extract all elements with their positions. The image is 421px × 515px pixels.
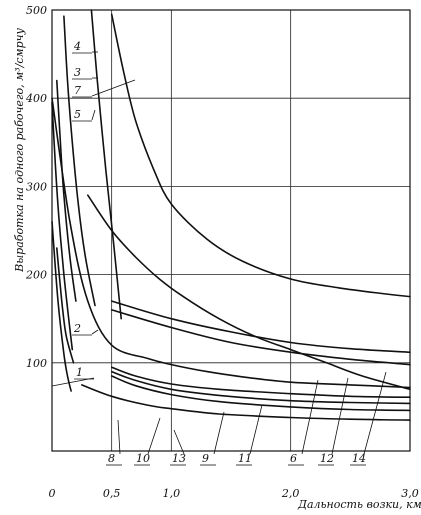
y-tick-label: 400	[25, 92, 47, 105]
series-curve-8	[110, 366, 411, 398]
y-axis-title: Выработка на одного рабочего, м³/смрчу	[13, 28, 26, 273]
series-curve-12	[87, 194, 411, 391]
axis-ticks: 0 0,5 1,0 2,0 3,0 100 200 300 400 500	[25, 4, 419, 500]
curve-label-10: 10	[136, 452, 150, 465]
leader-line	[213, 411, 225, 455]
x-tick-label: 0,5	[103, 487, 121, 500]
series-curve-9	[110, 375, 411, 412]
y-tick-label: 500	[26, 4, 47, 17]
leader-line	[301, 379, 319, 455]
y-tick-label: 300	[26, 180, 47, 193]
curve-label-2: 2	[73, 322, 81, 335]
leader-line	[91, 79, 136, 97]
leader-line	[91, 109, 96, 121]
series-curve-6	[110, 13, 411, 298]
curve-label-14: 14	[352, 452, 366, 465]
curve-label-4: 4	[73, 40, 81, 53]
y-tick-label: 100	[26, 357, 47, 370]
curve-label-12: 12	[320, 452, 334, 465]
series-curve-13	[110, 370, 411, 405]
series-curve-7	[90, 9, 122, 320]
curve-label-11: 11	[238, 452, 252, 465]
data-series	[51, 9, 411, 421]
curve-label-9: 9	[202, 452, 209, 465]
series-curve-14	[110, 300, 411, 353]
curve-label-13: 13	[172, 452, 186, 465]
series-curve-3	[56, 79, 77, 302]
curve-label-5: 5	[74, 108, 81, 121]
series-curve-15	[81, 384, 411, 421]
curve-label-1: 1	[76, 366, 83, 379]
leader-line	[331, 377, 349, 455]
leader-line	[91, 329, 99, 335]
series-curve-5	[51, 101, 74, 351]
x-tick-label: 3,0	[401, 487, 419, 500]
curve-label-7: 7	[74, 84, 81, 97]
y-tick-label: 200	[25, 269, 47, 282]
curve-labels: 4 3 7 5 2 1 6 12 14 11 10 8 13 9	[51, 40, 387, 466]
series-curve-2	[56, 247, 75, 364]
leader-line	[117, 419, 121, 455]
leader-line	[363, 371, 387, 455]
x-tick-label: 2,0	[281, 487, 300, 500]
series-curve-1	[51, 220, 72, 392]
series-curve-4	[63, 15, 96, 307]
x-tick-label: 1,0	[163, 487, 181, 500]
leader-line	[173, 429, 185, 455]
x-axis-title: Дальность возки, км	[297, 498, 421, 511]
series-curve-11	[110, 309, 411, 366]
curve-label-3: 3	[74, 66, 81, 79]
leader-line	[147, 417, 161, 455]
curve-label-8: 8	[108, 452, 115, 465]
leader-line	[249, 404, 263, 455]
curve-label-6: 6	[290, 452, 297, 465]
x-tick-label: 0	[49, 487, 56, 500]
series-curve-10	[51, 97, 411, 389]
